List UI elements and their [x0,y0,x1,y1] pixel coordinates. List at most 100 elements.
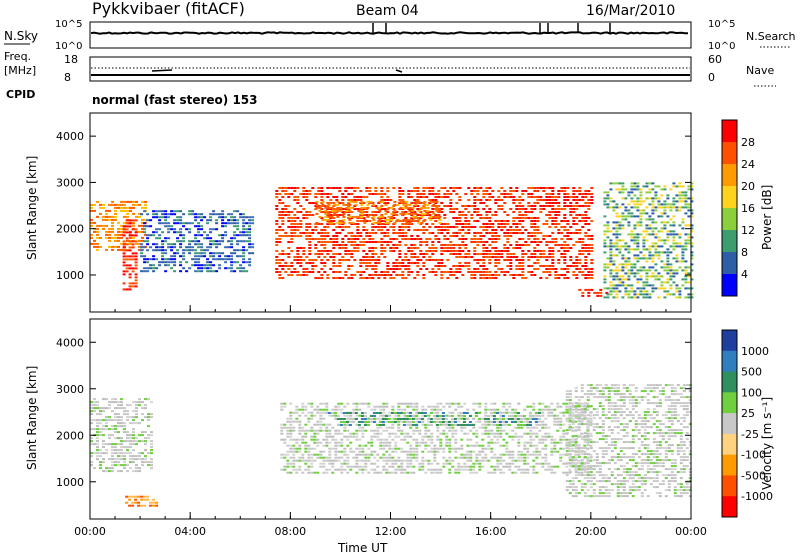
data-cell [158,210,162,213]
data-cell [209,270,213,273]
data-cell [386,187,390,189]
data-cell [334,429,338,432]
data-cell [316,444,320,447]
data-cell [141,230,144,233]
data-cell [551,223,555,225]
data-cell [581,294,585,297]
data-cell [485,253,489,255]
data-cell [458,265,462,267]
data-cell [188,231,192,234]
data-cell [326,241,330,243]
data-cell [132,401,135,404]
data-cell [535,414,539,417]
data-cell [581,253,585,255]
data-cell [488,262,492,264]
data-cell [283,465,287,468]
data-cell [248,222,252,225]
data-cell [424,408,428,411]
data-cell [521,208,525,210]
data-cell [666,260,670,263]
data-cell [440,277,444,279]
data-cell [642,212,646,215]
data-cell [400,429,404,432]
data-cell [371,229,375,231]
data-cell [566,232,570,234]
data-cell [278,238,282,240]
data-cell [344,196,348,198]
data-cell [334,453,338,456]
data-cell [242,213,246,216]
data-cell [215,246,219,249]
data-cell [194,240,198,243]
colorbar-frame [721,119,738,297]
data-cell [654,245,658,248]
data-cell [305,196,309,198]
data-cell [681,221,685,224]
data-cell [548,202,552,204]
data-cell [230,222,234,225]
data-cell [344,274,348,276]
data-cell [161,240,165,243]
data-cell [131,504,135,507]
data-cell [463,426,467,429]
data-cell [669,293,673,296]
data-cell [499,468,503,471]
data-cell [551,211,555,213]
data-cell [348,209,352,212]
data-cell [526,432,530,435]
data-cell [96,227,99,230]
data-cell [407,268,411,270]
data-cell [289,456,293,459]
data-cell [391,438,395,441]
data-cell [290,223,294,225]
data-cell [102,410,105,413]
data-cell [452,247,456,249]
data-cell [323,265,327,267]
data-cell [663,188,667,191]
data-cell [164,237,168,240]
data-cell [129,443,132,446]
data-cell [404,253,408,255]
data-cell [436,462,440,465]
data-cell [129,452,132,455]
data-cell [458,253,462,255]
data-cell [308,211,312,213]
data-cell [482,265,486,267]
data-cell [448,456,452,459]
data-cell [373,408,377,411]
data-cell [532,426,536,429]
data-cell [485,199,489,201]
data-cell [389,247,393,249]
data-cell [430,408,434,411]
data-cell [406,405,410,408]
data-cell [482,229,486,231]
data-cell [316,432,320,435]
data-cell [393,203,397,206]
data-cell [684,281,688,284]
data-cell [379,471,383,474]
data-cell [245,249,249,252]
data-cell [128,276,132,279]
data-cell [433,417,437,420]
data-cell [338,220,342,222]
data-cell [530,226,534,228]
data-cell [500,256,504,258]
data-cell [176,252,180,255]
data-cell [511,453,515,456]
data-cell [446,223,450,225]
data-cell [307,444,311,447]
data-cell [111,410,114,413]
data-cell [302,193,306,195]
data-cell [164,249,168,252]
data-cell [455,220,459,222]
data-cell [479,199,483,201]
data-cell [657,215,661,218]
data-cell [434,265,438,267]
data-cell [359,202,363,204]
data-cell [621,278,625,281]
data-cell [337,408,341,411]
data-cell [150,413,153,416]
data-cell [484,423,488,426]
data-cell [678,194,682,197]
data-cell [227,258,231,261]
